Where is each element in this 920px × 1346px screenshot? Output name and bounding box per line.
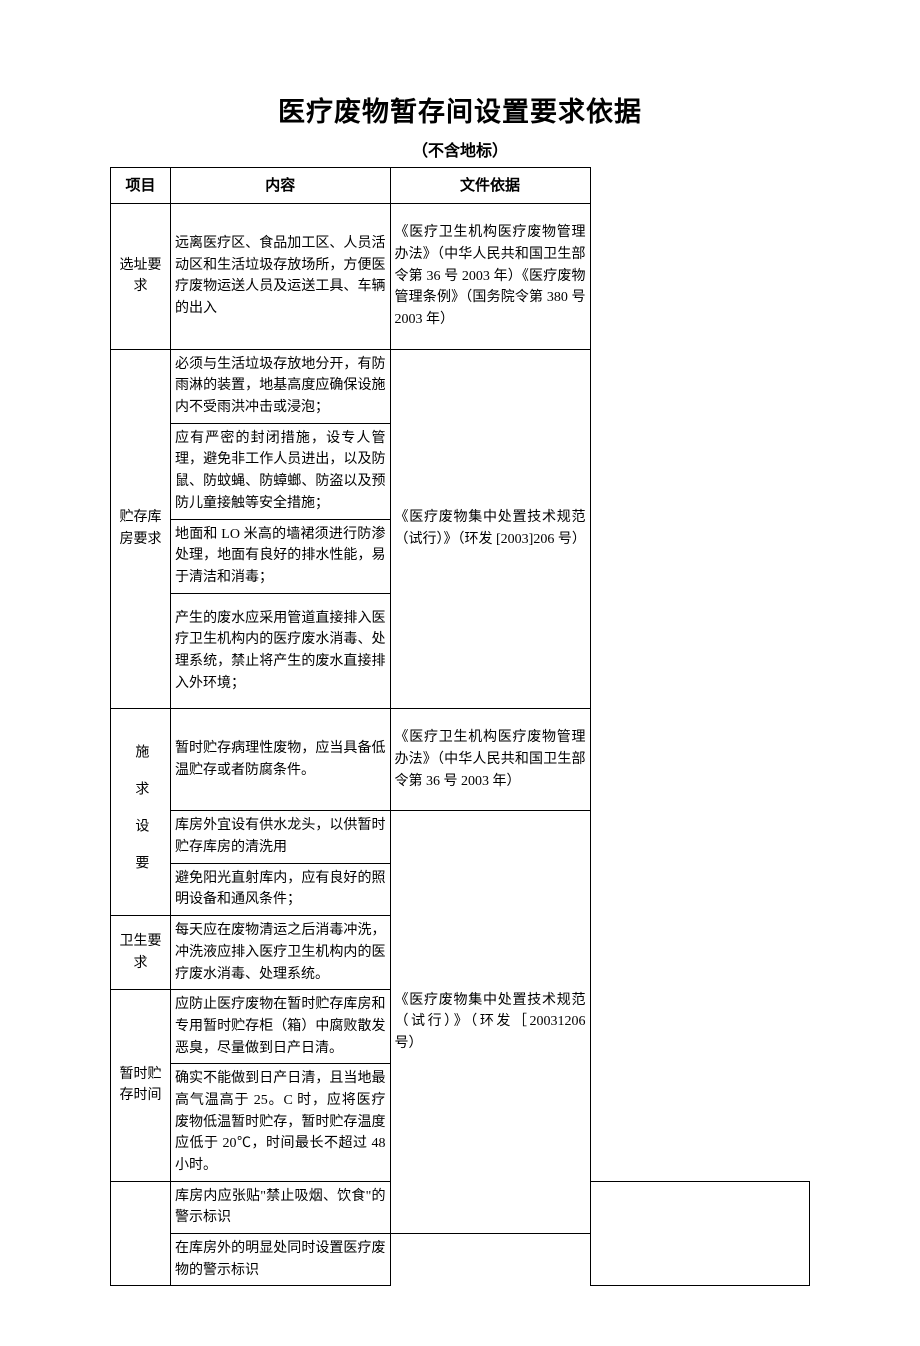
cell-content: 每天应在废物清运之后消毒冲洗，冲洗液应排入医疗卫生机构内的医疗废水消毒、处理系统… [171,916,391,990]
page-title: 医疗废物暂存间设置要求依据 [110,90,810,129]
table-row: 选址要求 远离医疗区、食品加工区、人员活动区和生活垃圾存放场所，方便医疗废物运送… [111,204,810,349]
header-content: 内容 [171,168,391,204]
category-storage: 贮存库房要求 [111,349,171,709]
cell-basis-shared: 《医疗废物集中处置技术规范（试行）》（环发［20031206 号） [390,811,590,1234]
cell-content: 在库房外的明显处同时设置医疗废物的警示标识 [171,1234,391,1286]
cell-content: 远离医疗区、食品加工区、人员活动区和生活垃圾存放场所，方便医疗废物运送人员及运送… [171,204,391,349]
category-site: 选址要求 [111,204,171,349]
requirements-table: 项目 内容 文件依据 选址要求 远离医疗区、食品加工区、人员活动区和生活垃圾存放… [110,167,810,1286]
cell-content: 库房外宜设有供水龙头，以供暂时贮存库房的清洗用 [171,811,391,863]
category-blank [111,1181,171,1286]
cell-content: 应防止医疗废物在暂时贮存库房和专用暂时贮存柜（箱）中腐败散发恶臭，尽量做到日产日… [171,990,391,1064]
header-project: 项目 [111,168,171,204]
cell-content: 产生的废水应采用管道直接排入医疗卫生机构内的医疗废水消毒、处理系统，禁止将产生的… [171,593,391,709]
cell-basis: 《医疗卫生机构医疗废物管理办法》（中华人民共和国卫生部令第 36 号 2003 … [390,204,590,349]
page-subtitle: （不含地标） [110,137,810,161]
header-basis: 文件依据 [390,168,590,204]
category-sanitation: 卫生要求 [111,916,171,990]
cell-content: 应有严密的封闭措施，设专人管理，避免非工作人员进出，以及防鼠、防蚊蝇、防蟑螂、防… [171,423,391,519]
category-facility: 施 求 设 要 [111,709,171,916]
cell-content: 暂时贮存病理性废物，应当具备低温贮存或者防腐条件。 [171,709,391,811]
cell-basis-blank [590,1181,810,1286]
cell-basis: 《医疗卫生机构医疗废物管理办法》（中华人民共和国卫生部令第 36 号 2003 … [390,709,590,811]
category-duration: 暂时贮存时间 [111,990,171,1182]
cell-content: 库房内应张贴"禁止吸烟、饮食"的警示标识 [171,1181,391,1233]
cell-content: 地面和 LO 米高的墙裙须进行防渗处理，地面有良好的排水性能，易于清洁和消毒； [171,519,391,593]
cell-content: 避免阳光直射库内，应有良好的照明设备和通风条件； [171,863,391,915]
table-row: 库房外宜设有供水龙头，以供暂时贮存库房的清洗用 《医疗废物集中处置技术规范（试行… [111,811,810,863]
cell-content: 确实不能做到日产日清，且当地最高气温高于 25。C 时，应将医疗废物低温暂时贮存… [171,1064,391,1181]
table-row: 施 求 设 要 暂时贮存病理性废物，应当具备低温贮存或者防腐条件。 《医疗卫生机… [111,709,810,811]
table-row: 贮存库房要求 必须与生活垃圾存放地分开，有防雨淋的装置，地基高度应确保设施内不受… [111,349,810,423]
document-page: 医疗废物暂存间设置要求依据 （不含地标） 项目 内容 文件依据 选址要求 远离医… [0,0,920,1346]
cell-content: 必须与生活垃圾存放地分开，有防雨淋的装置，地基高度应确保设施内不受雨洪冲击或浸泡… [171,349,391,423]
cell-basis: 《医疗废物集中处置技术规范（试行）》（环发 [2003]206 号） [390,349,590,709]
table-header-row: 项目 内容 文件依据 [111,168,810,204]
